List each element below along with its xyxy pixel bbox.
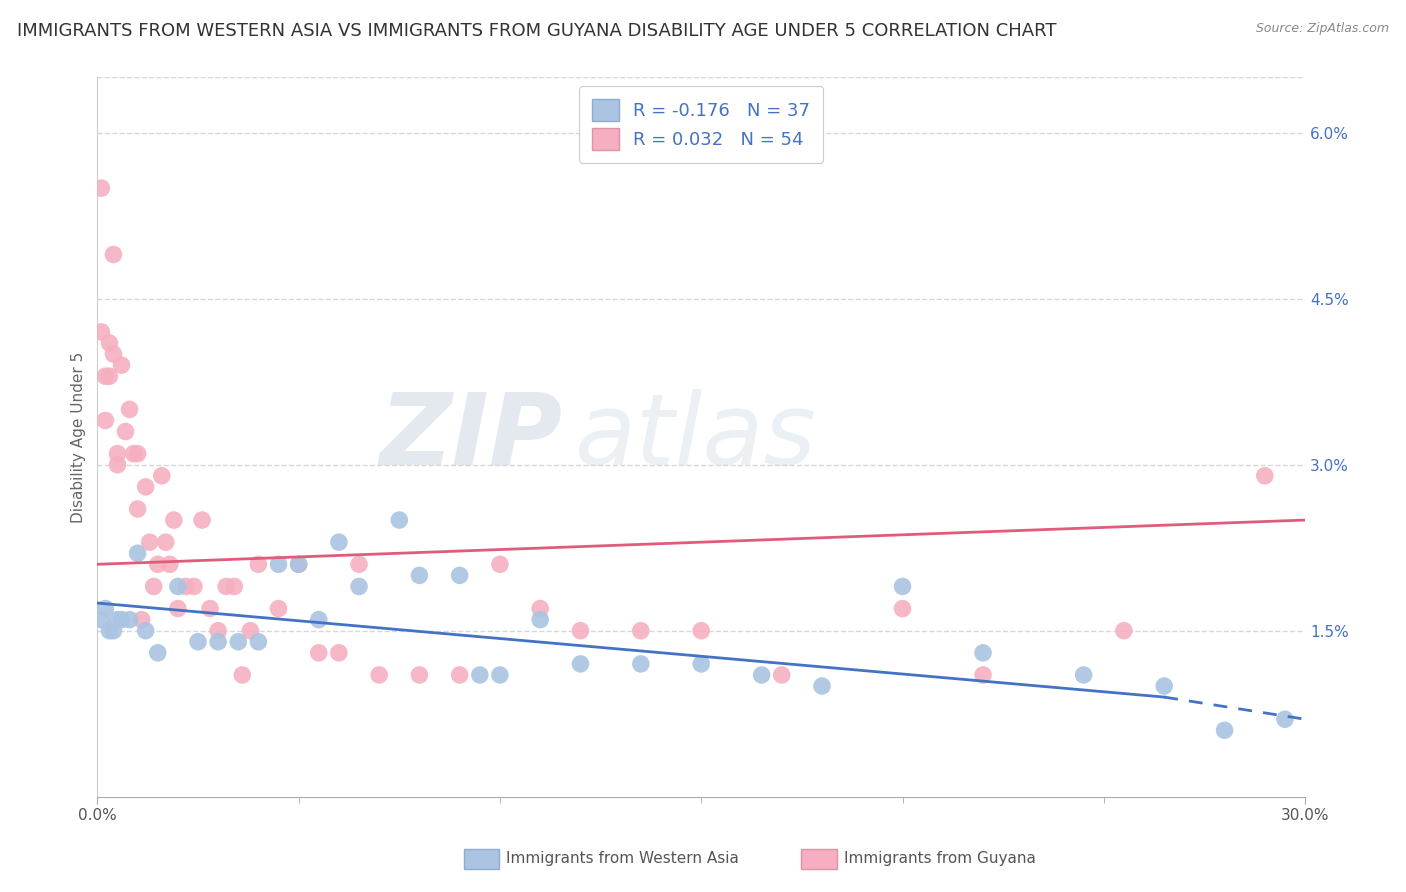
Point	[90, 613, 112, 627]
Point	[287, 558, 309, 572]
Point	[770, 668, 793, 682]
Point	[690, 624, 713, 638]
Point	[811, 679, 834, 693]
Point	[90, 325, 112, 339]
Text: Immigrants from Western Asia: Immigrants from Western Asia	[506, 851, 740, 865]
Point	[146, 558, 169, 572]
Point	[529, 601, 551, 615]
Y-axis label: Disability Age Under 5: Disability Age Under 5	[72, 351, 86, 523]
Point	[90, 181, 112, 195]
Point	[569, 657, 592, 671]
Point	[127, 447, 149, 461]
Point	[247, 634, 270, 648]
Point	[328, 535, 350, 549]
Point	[231, 668, 253, 682]
Point	[198, 601, 221, 615]
Point	[308, 613, 330, 627]
Point	[891, 601, 914, 615]
Point	[122, 447, 145, 461]
Point	[107, 447, 129, 461]
Point	[163, 513, 186, 527]
Point	[107, 613, 129, 627]
Text: Source: ZipAtlas.com: Source: ZipAtlas.com	[1256, 22, 1389, 36]
Point	[98, 624, 121, 638]
Point	[1213, 723, 1236, 738]
Point	[131, 613, 153, 627]
Point	[690, 657, 713, 671]
Point	[110, 358, 132, 372]
Point	[207, 634, 229, 648]
Point	[226, 634, 249, 648]
Point	[215, 579, 238, 593]
Point	[135, 480, 157, 494]
Point	[408, 568, 430, 582]
Point	[135, 624, 157, 638]
Point	[118, 613, 141, 627]
Point	[267, 558, 290, 572]
Point	[449, 568, 471, 582]
Point	[107, 458, 129, 472]
Point	[138, 535, 160, 549]
Point	[118, 402, 141, 417]
Point	[1073, 668, 1095, 682]
Point	[368, 668, 391, 682]
Point	[468, 668, 491, 682]
Point	[569, 624, 592, 638]
Point	[146, 646, 169, 660]
Point	[630, 624, 652, 638]
Point	[207, 624, 229, 638]
Point	[308, 646, 330, 660]
Point	[127, 502, 149, 516]
Point	[347, 579, 370, 593]
Point	[247, 558, 270, 572]
Point	[167, 601, 190, 615]
Point	[174, 579, 197, 593]
Text: IMMIGRANTS FROM WESTERN ASIA VS IMMIGRANTS FROM GUYANA DISABILITY AGE UNDER 5 CO: IMMIGRANTS FROM WESTERN ASIA VS IMMIGRAN…	[17, 22, 1056, 40]
Point	[98, 336, 121, 351]
Point	[630, 657, 652, 671]
Point	[103, 247, 125, 261]
Point	[388, 513, 411, 527]
Point	[1254, 468, 1277, 483]
Point	[489, 668, 512, 682]
Point	[94, 413, 117, 427]
Point	[1112, 624, 1135, 638]
Point	[94, 601, 117, 615]
Point	[127, 546, 149, 560]
Point	[183, 579, 205, 593]
Point	[972, 646, 994, 660]
Point	[267, 601, 290, 615]
Legend: R = -0.176   N = 37, R = 0.032   N = 54: R = -0.176 N = 37, R = 0.032 N = 54	[579, 87, 823, 163]
Point	[287, 558, 309, 572]
Point	[110, 613, 132, 627]
Point	[408, 668, 430, 682]
Point	[529, 613, 551, 627]
Text: atlas: atlas	[575, 389, 815, 485]
Point	[150, 468, 173, 483]
Point	[239, 624, 262, 638]
Point	[1153, 679, 1175, 693]
Text: ZIP: ZIP	[380, 389, 562, 485]
Point	[142, 579, 165, 593]
Point	[114, 425, 136, 439]
Point	[347, 558, 370, 572]
Point	[159, 558, 181, 572]
Point	[489, 558, 512, 572]
Point	[891, 579, 914, 593]
Point	[187, 634, 209, 648]
Point	[103, 347, 125, 361]
Point	[167, 579, 190, 593]
Text: Immigrants from Guyana: Immigrants from Guyana	[844, 851, 1035, 865]
Point	[103, 624, 125, 638]
Point	[972, 668, 994, 682]
Point	[449, 668, 471, 682]
Point	[224, 579, 246, 593]
Point	[1274, 712, 1296, 726]
Point	[155, 535, 177, 549]
Point	[98, 369, 121, 384]
Point	[191, 513, 214, 527]
Point	[328, 646, 350, 660]
Point	[94, 369, 117, 384]
Point	[751, 668, 773, 682]
